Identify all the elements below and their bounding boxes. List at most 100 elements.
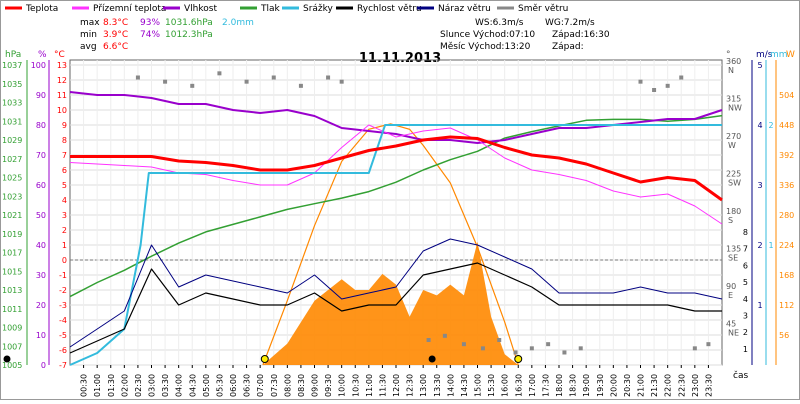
series-wind-direction-point [244, 79, 249, 84]
series-wind-direction-point [217, 71, 222, 76]
time-tick-label: 17:30 [541, 374, 550, 397]
time-tick-label: 01:30 [107, 374, 116, 397]
hpa-tick-label: 1027 [2, 155, 22, 164]
time-tick-label: 09:30 [324, 374, 333, 397]
stats-max-temp: 8.3°C [103, 18, 128, 28]
series-wind-direction-point [562, 350, 567, 355]
time-tick-label: 03:30 [161, 374, 170, 397]
hpa-tick-label: 1035 [2, 80, 22, 89]
time-tick-label: 13:00 [419, 374, 428, 397]
time-tick-label: 10:00 [338, 374, 347, 397]
stats-avg-temp: 6.6°C [103, 42, 128, 52]
time-tick-label: 23:00 [691, 374, 700, 397]
dir-tick-label: 360 [726, 57, 741, 66]
wind-tick-label: 8 [743, 228, 748, 237]
time-tick-label: 04:30 [188, 374, 197, 397]
info-sun: Slunce Východ:07:10 [440, 30, 535, 40]
info-moon-set: Západ: [552, 42, 584, 52]
legend: Teplota Přízemní teplota Vlhkost Tlak Srážky… [5, 4, 568, 14]
hpa-tick-label: 1007 [2, 342, 22, 351]
series-wind-direction-point [271, 75, 276, 80]
hpa-tick-label: 1023 [2, 192, 22, 201]
time-tick-label: 06:30 [243, 374, 252, 397]
pct-tick-label: 30 [36, 271, 46, 280]
info-moon: Měsíc Východ:13:20 [440, 42, 531, 52]
time-tick-label: 22:00 [664, 374, 673, 397]
moonrise-marker [428, 355, 436, 363]
dir-compass-label: NE [728, 329, 739, 338]
hpa-tick-label: 1017 [2, 249, 22, 258]
pct-tick-label: 60 [36, 181, 46, 190]
stats-min-press: 1012.3hPa [165, 30, 213, 40]
pct-tick-label: 20 [36, 301, 46, 310]
hpa-tick-label: 1031 [2, 117, 22, 126]
stats-max-press: 1031.6hPa [165, 18, 213, 28]
celsius-tick-label: 1 [62, 241, 67, 250]
plot-area [3, 71, 723, 366]
time-tick-label: 02:00 [120, 374, 129, 397]
series-wind-direction-point [578, 346, 583, 351]
dir-compass-label: SW [728, 179, 741, 188]
pct-tick-label: 50 [36, 211, 46, 220]
series-gust-line [69, 238, 723, 348]
ms-tick-label: 4 [757, 121, 762, 130]
ms-tick-label: 2 [757, 241, 762, 250]
time-tick-label: 10:30 [351, 374, 360, 397]
time-tick-label: 07:00 [256, 374, 265, 397]
series-pressure-line [69, 114, 723, 298]
unit-celsius: °C [54, 50, 65, 60]
stats-min-label: min [80, 30, 97, 40]
w-tick-label: 448 [779, 121, 794, 130]
time-tick-label: 08:30 [297, 374, 306, 397]
w-tick-label: 336 [779, 181, 794, 190]
series-wind-direction-point [679, 75, 684, 80]
wind-tick-label: 6 [743, 261, 748, 270]
celsius-tick-label: 3 [62, 211, 67, 220]
celsius-tick-label: 11 [57, 91, 67, 100]
series-wind-direction-point [692, 346, 697, 351]
w-tick-label: 168 [779, 271, 794, 280]
series-wind-speed-line [69, 262, 722, 354]
series-wind-direction-point [706, 342, 711, 347]
time-tick-label: 22:30 [677, 374, 686, 397]
time-tick-label: 20:00 [609, 374, 618, 397]
hpa-tick-label: 1013 [2, 286, 22, 295]
stats-avg-label: avg [80, 42, 97, 52]
time-tick-label: 09:00 [311, 374, 320, 397]
legend-label: Rychlost větru [357, 4, 422, 14]
wind-tick-label: 4 [743, 295, 748, 304]
time-tick-label: 17:00 [528, 374, 537, 397]
time-tick-label: 08:00 [283, 374, 292, 397]
time-tick-label: 21:00 [637, 374, 646, 397]
moon-marker-left [3, 355, 11, 363]
w-tick-label: 56 [779, 331, 789, 340]
time-tick-label: 19:00 [582, 374, 591, 397]
pct-tick-label: 10 [36, 331, 46, 340]
celsius-tick-label: 4 [62, 196, 67, 205]
info-wg: WG:7.2m/s [545, 18, 595, 28]
stats-max-label: max [80, 18, 100, 28]
time-tick-label: 00:30 [80, 374, 89, 397]
hpa-tick-label: 1021 [2, 211, 22, 220]
right-axes: 360N315NW270W225SW180S135SE90E45NE543218… [726, 57, 794, 365]
time-tick-label: 12:30 [406, 374, 415, 397]
celsius-tick-label: 0 [62, 256, 67, 265]
celsius-tick-label: -2 [59, 286, 67, 295]
time-tick-label: 01:00 [93, 374, 102, 397]
legend-label: Vlhkost [184, 4, 217, 14]
dir-tick-label: 315 [726, 95, 741, 104]
time-tick-label: 18:00 [555, 374, 564, 397]
time-tick-label: 11:30 [378, 374, 387, 397]
time-tick-label: 04:00 [175, 374, 184, 397]
time-tick-label: 12:00 [392, 374, 401, 397]
ms-tick-label: 1 [757, 301, 762, 310]
dir-compass-label: E [728, 291, 733, 300]
legend-label: Náraz větru [438, 4, 491, 14]
dir-compass-label: SE [728, 254, 738, 263]
wind-tick-label: 7 [743, 245, 748, 254]
chart-title: 11.11.2013 [359, 51, 441, 66]
series-wind-direction-point [326, 75, 331, 80]
dir-tick-label: 270 [726, 132, 741, 141]
stats-min-temp: 3.9°C [103, 30, 128, 40]
